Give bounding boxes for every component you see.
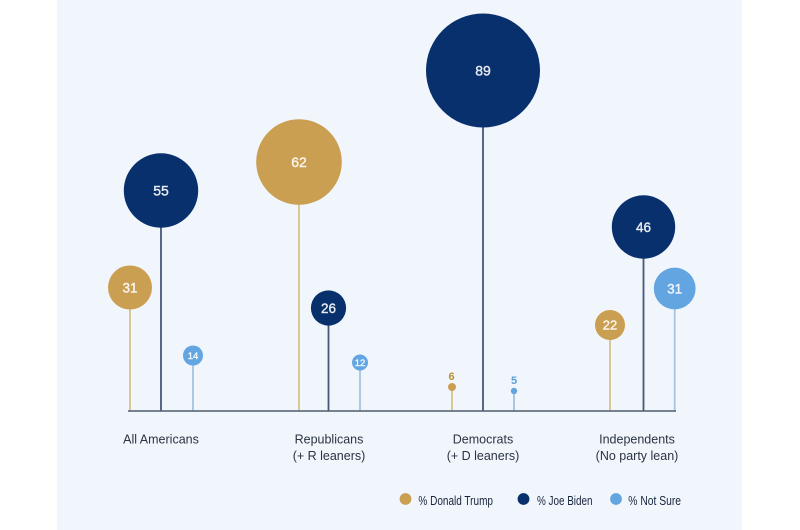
svg-text:14: 14 [188, 351, 199, 362]
svg-text:Independents: Independents [599, 433, 675, 447]
svg-text:(No party lean): (No party lean) [596, 449, 679, 463]
svg-text:31: 31 [122, 281, 137, 296]
svg-text:31: 31 [667, 282, 682, 297]
svg-text:(+ R leaners): (+ R leaners) [293, 449, 366, 463]
svg-text:12: 12 [355, 358, 366, 369]
svg-text:46: 46 [636, 220, 651, 235]
svg-text:Democrats: Democrats [453, 433, 513, 447]
svg-text:(+ D leaners): (+ D leaners) [447, 449, 520, 463]
svg-text:55: 55 [153, 183, 169, 199]
svg-text:5: 5 [511, 375, 517, 387]
svg-text:% Not Sure: % Not Sure [628, 493, 681, 508]
svg-text:26: 26 [321, 301, 336, 316]
svg-text:22: 22 [603, 318, 617, 333]
svg-text:6: 6 [448, 371, 454, 383]
svg-text:Republicans: Republicans [295, 433, 364, 447]
svg-text:62: 62 [291, 154, 307, 170]
svg-text:89: 89 [475, 63, 491, 79]
svg-text:All Americans: All Americans [123, 433, 199, 447]
svg-text:% Joe Biden: % Joe Biden [537, 493, 593, 508]
svg-text:% Donald Trump: % Donald Trump [418, 493, 493, 508]
